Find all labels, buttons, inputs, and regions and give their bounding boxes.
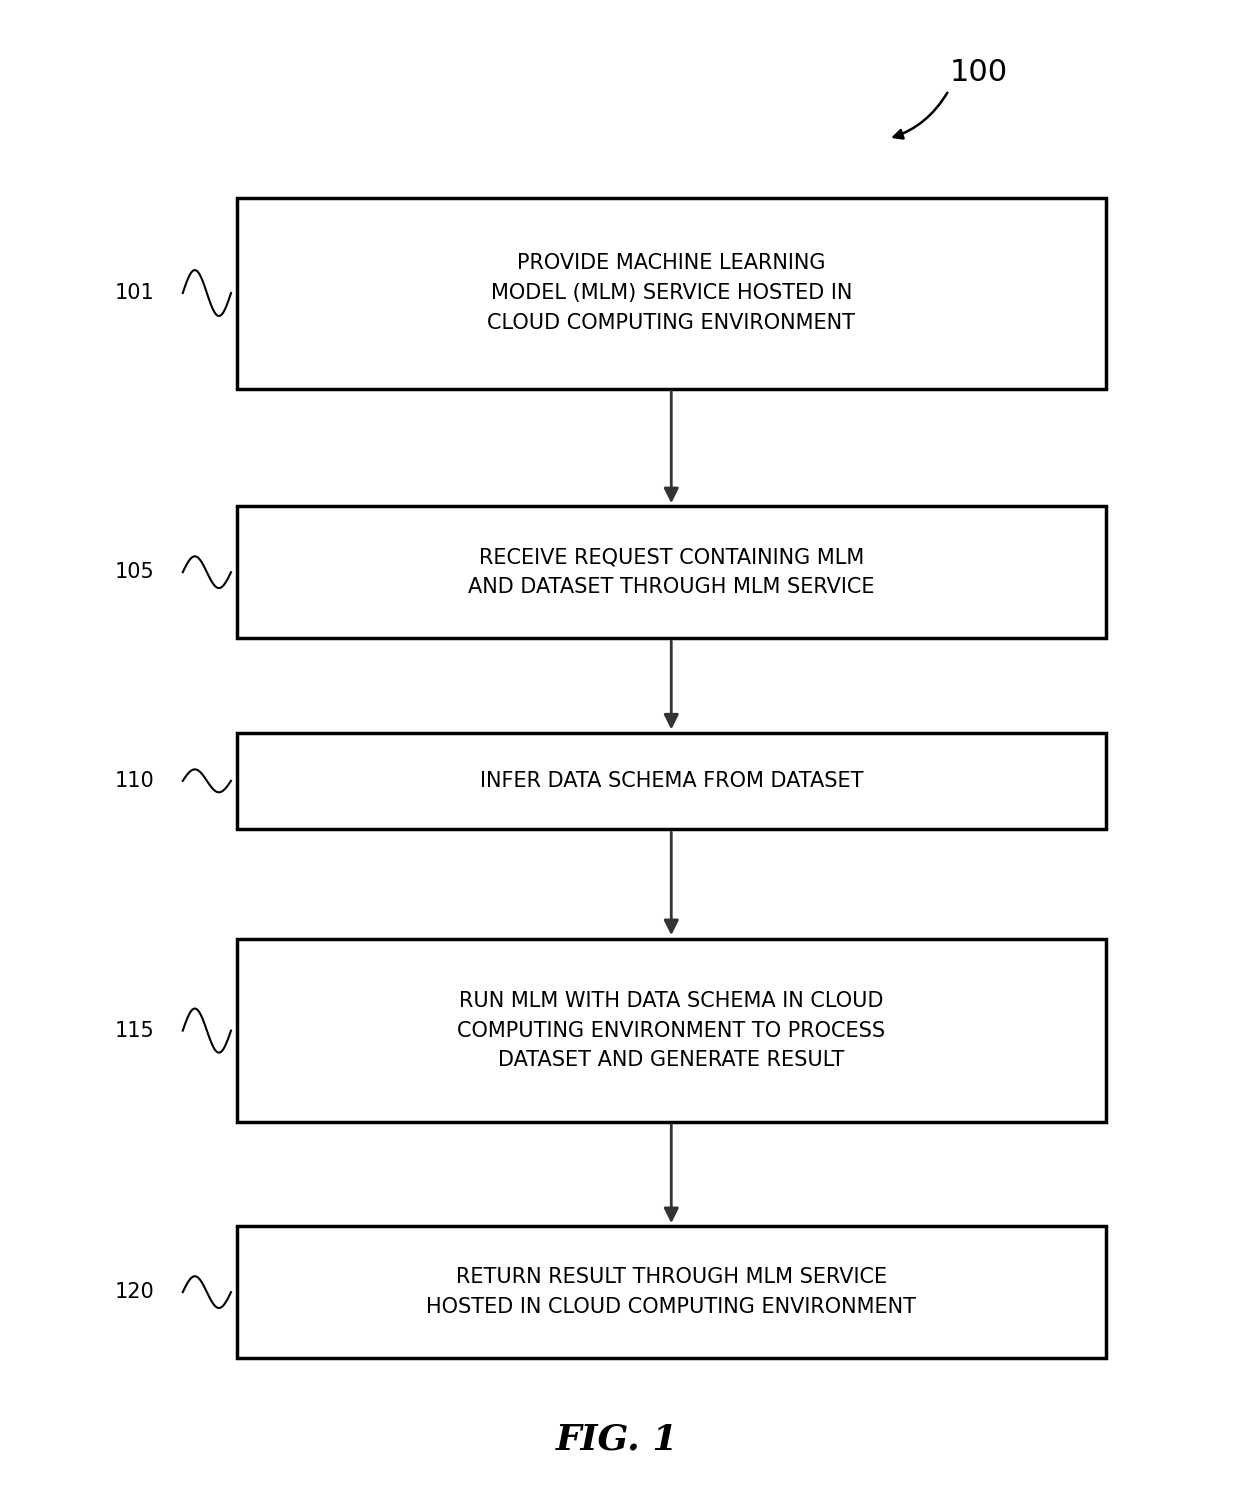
Bar — [237, 198, 1106, 389]
Text: PROVIDE MACHINE LEARNING
MODEL (MLM) SERVICE HOSTED IN
CLOUD COMPUTING ENVIRONME: PROVIDE MACHINE LEARNING MODEL (MLM) SER… — [487, 253, 855, 332]
Text: 115: 115 — [115, 1021, 154, 1040]
Text: RUN MLM WITH DATA SCHEMA IN CLOUD
COMPUTING ENVIRONMENT TO PROCESS
DATASET AND G: RUN MLM WITH DATA SCHEMA IN CLOUD COMPUT… — [458, 991, 885, 1070]
Text: RECEIVE REQUEST CONTAINING MLM
AND DATASET THROUGH MLM SERVICE: RECEIVE REQUEST CONTAINING MLM AND DATAS… — [468, 548, 875, 597]
Bar — [237, 734, 1106, 828]
Text: RETURN RESULT THROUGH MLM SERVICE
HOSTED IN CLOUD COMPUTING ENVIRONMENT: RETURN RESULT THROUGH MLM SERVICE HOSTED… — [426, 1268, 917, 1317]
Text: 110: 110 — [115, 771, 154, 790]
Text: 100: 100 — [950, 58, 1008, 87]
Bar — [237, 939, 1106, 1123]
Text: 101: 101 — [115, 283, 154, 302]
Bar — [237, 506, 1106, 638]
Text: FIG. 1: FIG. 1 — [555, 1422, 679, 1457]
Bar — [237, 1226, 1106, 1358]
Text: 105: 105 — [115, 563, 154, 582]
Text: INFER DATA SCHEMA FROM DATASET: INFER DATA SCHEMA FROM DATASET — [480, 771, 863, 790]
Text: 120: 120 — [115, 1281, 154, 1302]
